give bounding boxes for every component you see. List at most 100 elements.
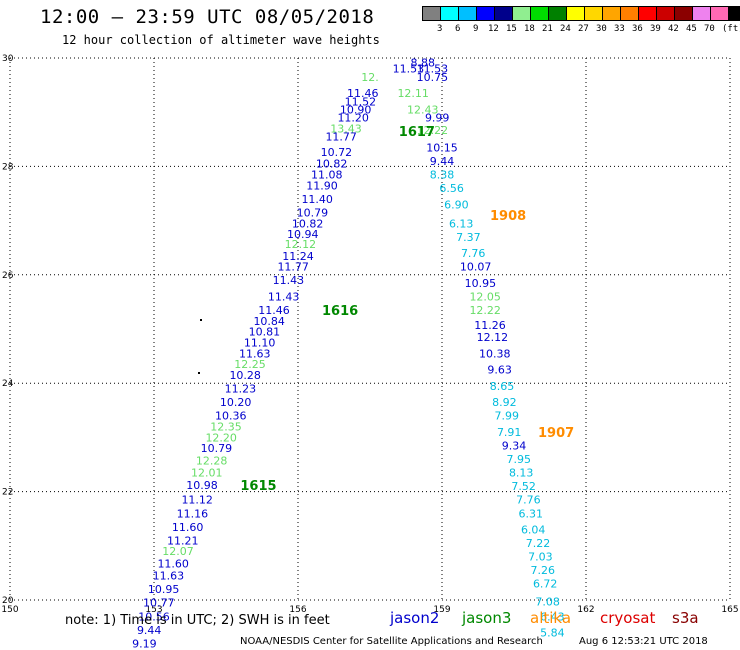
lon-tick-label: 153	[145, 605, 162, 615]
wave-height-label: 10.95	[465, 277, 497, 290]
color-scale-label: 18	[524, 24, 535, 34]
wave-height-label: 7.03	[528, 551, 553, 564]
lat-tick-label: 30	[2, 54, 14, 64]
wave-height-label: 11.90	[306, 179, 338, 192]
color-scale-label: 6	[455, 24, 461, 34]
satellite-legend-altika: altika	[530, 609, 572, 627]
pass-time-label: 1908	[490, 209, 526, 224]
color-scale-swatch	[513, 7, 531, 20]
wave-height-label: 10.84	[253, 315, 285, 328]
color-scale-label: 12	[488, 24, 499, 34]
lon-tick-label: 159	[433, 605, 450, 615]
color-scale-swatch	[549, 7, 567, 20]
wave-height-label: 12.11	[397, 87, 429, 100]
generated-timestamp: Aug 6 12:53:21 UTC 2018	[579, 636, 708, 647]
wave-height-label: 7.08	[535, 596, 560, 609]
wave-height-label: 11.63	[239, 347, 271, 360]
wave-height-label: 11.16	[177, 507, 209, 520]
color-scale-label: 39	[650, 24, 661, 34]
color-scale-label: 33	[614, 24, 625, 34]
wave-height-label: 11.60	[172, 521, 204, 534]
wave-height-label: 9.19	[132, 637, 157, 650]
wave-height-label: 6.13	[449, 217, 474, 230]
color-scale-label: 24	[560, 24, 571, 34]
wave-height-label: 9.99	[425, 112, 450, 125]
wave-height-label: 11.53	[393, 62, 425, 75]
color-scale-label: 70	[704, 24, 715, 34]
color-scale-swatch	[639, 7, 657, 20]
wave-height-label: 12.25	[234, 358, 266, 371]
lat-tick-label: 26	[2, 271, 14, 281]
island-marker	[198, 372, 200, 374]
wave-height-label: 10.07	[460, 261, 492, 274]
wave-height-label: 7.37	[456, 231, 481, 244]
wave-height-label: 10.82	[316, 158, 348, 171]
wave-height-label: 11.40	[301, 193, 333, 206]
wave-height-label: 10.77	[143, 597, 175, 610]
wave-height-label: 7.95	[507, 453, 532, 466]
wave-height-label: 11.46	[347, 87, 379, 100]
color-scale-label: 27	[578, 24, 589, 34]
lat-tick-label: 20	[2, 596, 14, 606]
footer-note: note: 1) Time is in UTC; 2) SWH is in fe…	[65, 613, 330, 628]
wave-height-label: 12.35	[210, 421, 242, 434]
wave-height-label: 13.43	[330, 122, 362, 135]
wave-height-label: 11.43	[268, 290, 300, 303]
wave-height-label: 10.36	[215, 410, 247, 423]
wave-height-label: 8.65	[490, 380, 515, 393]
wave-height-label: 7.52	[511, 480, 536, 493]
wave-height-label: 10.90	[340, 103, 372, 116]
wave-height-label: 6.90	[444, 198, 469, 211]
lon-tick-label: 165	[721, 605, 738, 615]
wave-height-label: 10.81	[249, 326, 281, 339]
wave-height-label: 7.99	[495, 410, 520, 423]
wave-height-label: 12.43	[407, 103, 439, 116]
wave-height-label: 11.12	[181, 494, 213, 507]
color-scale-swatch	[603, 7, 621, 20]
wave-height-label: 11.52	[345, 95, 377, 108]
wave-height-label: 10.28	[229, 369, 261, 382]
wave-height-label: 8.92	[492, 396, 517, 409]
wave-height-label: 10.38	[479, 347, 511, 360]
wave-height-label: 10.15	[426, 141, 458, 154]
wave-height-label: 6.72	[533, 578, 558, 591]
page-title: 12:00 — 23:59 UTC 08/05/2018	[40, 6, 375, 28]
color-scale-swatch	[459, 7, 477, 20]
color-scale-label: 36	[632, 24, 643, 34]
color-scale-label: 45	[686, 24, 697, 34]
wave-height-label: 7.76	[516, 494, 541, 507]
pass-time-label: 1616	[322, 304, 358, 319]
pass-time-label: 1615	[240, 479, 276, 494]
lat-tick-label: 28	[2, 162, 14, 172]
color-scale-swatch	[567, 7, 585, 20]
wave-height-label: 7.91	[497, 426, 522, 439]
wave-height-label: 8.38	[430, 169, 455, 182]
wave-height-label: 11.53	[417, 62, 449, 75]
wave-height-label: 7.76	[461, 247, 486, 260]
wave-height-label: 12.01	[191, 467, 223, 480]
credit-line: NOAA/NESDIS Center for Satellite Applica…	[240, 636, 543, 647]
wave-height-label: 9.44	[137, 624, 162, 637]
page-subtitle: 12 hour collection of altimeter wave hei…	[62, 33, 380, 47]
satellite-legend-jason3: jason3	[462, 609, 512, 627]
pass-time-label: 1907	[538, 426, 574, 441]
wave-height-label: 11.60	[157, 558, 189, 571]
wave-height-label: 12.22	[417, 124, 449, 137]
wave-height-label: 10.98	[186, 479, 218, 492]
lon-tick-label: 156	[289, 605, 306, 615]
wave-height-label: 10.79	[297, 206, 329, 219]
wave-height-label: 8.88	[411, 56, 436, 69]
wave-height-label: 12.12	[477, 331, 509, 344]
color-scale-label: 30	[596, 24, 607, 34]
wave-height-label: 11.21	[167, 534, 199, 547]
island-marker	[200, 319, 202, 321]
wave-height-label: 11.08	[311, 169, 343, 182]
wave-height-label: 6.56	[439, 182, 464, 195]
lon-tick-label: 150	[1, 605, 18, 615]
wave-height-label: 10.20	[220, 396, 252, 409]
color-scale-swatch	[621, 7, 639, 20]
wave-height-label: 10.95	[148, 583, 180, 596]
color-scale-boxes	[422, 6, 740, 21]
wave-height-label: 9.44	[430, 155, 455, 168]
satellite-legend-jason2: jason2	[390, 609, 440, 627]
